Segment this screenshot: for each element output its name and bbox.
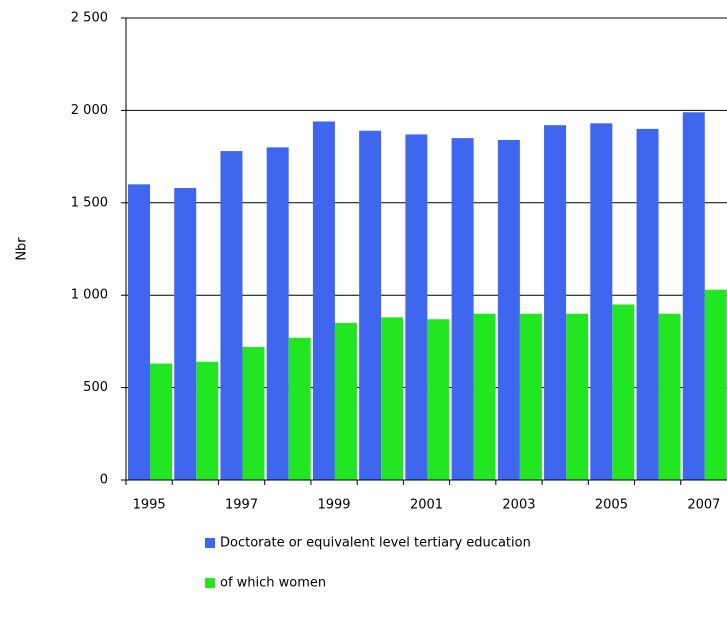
bar — [359, 130, 382, 480]
bar — [590, 123, 613, 480]
x-tick-label: 2005 — [595, 498, 628, 513]
y-tick-label: 0 — [100, 473, 108, 488]
y-tick-label: 1 000 — [71, 288, 108, 303]
y-tick-label: 2 500 — [71, 11, 108, 26]
legend-swatch — [205, 538, 215, 548]
bar — [566, 313, 589, 480]
bar — [334, 322, 357, 480]
bar — [242, 346, 265, 480]
bar — [266, 147, 289, 481]
x-tick-label: 2001 — [410, 498, 443, 513]
bar — [612, 304, 635, 480]
bar — [682, 112, 705, 481]
bar — [312, 121, 335, 480]
bar — [128, 184, 150, 480]
x-tick-label: 1997 — [225, 498, 258, 513]
y-tick-label: 2 000 — [71, 103, 108, 118]
bar — [196, 361, 219, 480]
bar — [288, 337, 311, 480]
x-tick-label: 1999 — [317, 498, 350, 513]
bar — [451, 138, 474, 480]
legend-label: Doctorate or equivalent level tertiary e… — [220, 536, 531, 551]
legend-label: of which women — [220, 576, 326, 591]
bar — [220, 151, 243, 480]
bar — [150, 363, 172, 480]
bar — [704, 289, 727, 480]
x-tick-label: 1995 — [133, 498, 166, 513]
y-axis-label: Nbr — [15, 237, 30, 261]
bar — [405, 134, 428, 480]
x-tick-label: 2007 — [687, 498, 720, 513]
x-tick-label: 2003 — [502, 498, 535, 513]
legend-swatch — [205, 578, 215, 588]
bar — [174, 188, 197, 481]
bar — [497, 139, 520, 480]
bar — [427, 319, 450, 480]
bar — [658, 313, 681, 480]
bar — [519, 313, 542, 480]
bar — [544, 125, 567, 481]
bar — [381, 317, 404, 480]
y-tick-label: 1 500 — [71, 195, 108, 210]
bar — [636, 128, 659, 480]
y-tick-label: 500 — [83, 380, 108, 395]
bar — [473, 313, 496, 480]
